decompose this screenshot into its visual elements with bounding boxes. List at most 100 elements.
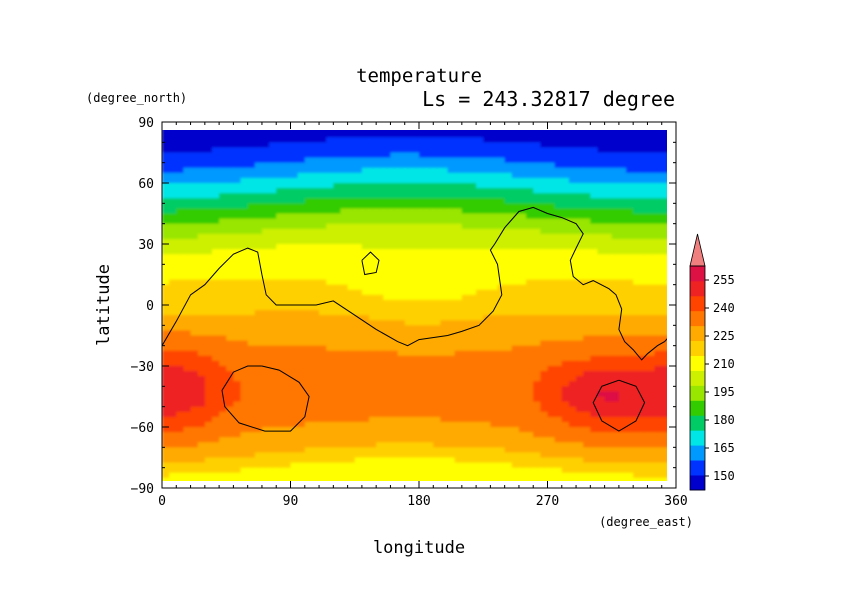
heatmap-cell: [669, 315, 677, 321]
heatmap-cell: [369, 366, 377, 372]
heatmap-cell: [568, 289, 577, 296]
heatmap-cell: [669, 305, 677, 311]
heatmap-cell: [190, 432, 199, 438]
heatmap-cell: [476, 249, 484, 255]
heatmap-cell: [518, 386, 527, 393]
heatmap-cell: [369, 452, 377, 459]
heatmap-cell: [211, 213, 220, 220]
heatmap-cell: [433, 259, 442, 265]
heatmap-cell: [654, 345, 663, 352]
heatmap-cell: [440, 142, 449, 149]
heatmap-cell: [511, 462, 520, 469]
heatmap-cell: [661, 381, 667, 387]
heatmap-cell: [518, 294, 527, 301]
heatmap-cell: [611, 355, 620, 362]
heatmap-cell: [247, 299, 256, 306]
heatmap-cell: [626, 203, 634, 210]
heatmap-cell: [461, 208, 470, 215]
heatmap-cell: [297, 254, 306, 260]
heatmap-cell: [504, 198, 513, 204]
heatmap-cell: [369, 391, 377, 398]
heatmap-cell: [254, 183, 263, 189]
heatmap-cell: [533, 355, 541, 362]
heatmap-cell: [247, 411, 256, 418]
heatmap-cell: [454, 432, 463, 438]
heatmap-cell: [419, 457, 427, 464]
heatmap-cell: [369, 376, 377, 382]
heatmap-cell: [604, 183, 613, 189]
heatmap-cell: [197, 147, 206, 154]
heatmap-cell: [669, 351, 677, 357]
heatmap-cell: [554, 183, 563, 189]
heatmap-cell: [561, 294, 570, 301]
heatmap-cell: [397, 442, 406, 448]
heatmap-cell: [383, 259, 392, 265]
heatmap-cell: [162, 462, 170, 469]
heatmap-cell: [240, 264, 249, 271]
heatmap-cell: [661, 213, 667, 220]
heatmap-cell: [626, 147, 634, 154]
heatmap-cell: [433, 147, 442, 154]
heatmap-cell: [426, 452, 434, 459]
heatmap-cell: [211, 238, 220, 245]
heatmap-cell: [369, 193, 377, 199]
heatmap-cell: [190, 355, 199, 362]
heatmap-cell: [561, 401, 570, 408]
heatmap-cell: [647, 386, 656, 393]
heatmap-cell: [197, 477, 206, 481]
heatmap-cell: [304, 305, 313, 311]
heatmap-cell: [411, 416, 420, 423]
heatmap-cell: [618, 411, 627, 418]
heatmap-cell: [340, 462, 349, 469]
heatmap-cell: [540, 238, 549, 245]
heatmap-cell: [461, 228, 470, 235]
heatmap-cell: [597, 157, 606, 164]
heatmap-cell: [483, 177, 491, 184]
heatmap-cell: [247, 137, 256, 143]
heatmap-cell: [290, 447, 299, 454]
heatmap-cell: [311, 289, 320, 296]
heatmap-cell: [433, 355, 442, 362]
heatmap-cell: [640, 467, 649, 474]
heatmap-cell: [383, 421, 392, 428]
heatmap-cell: [540, 330, 549, 337]
heatmap-cell: [319, 371, 327, 377]
heatmap-cell: [261, 130, 270, 133]
heatmap-cell: [390, 315, 399, 321]
heatmap-cell: [611, 249, 620, 255]
heatmap-cell: [661, 320, 667, 326]
heatmap-cell: [240, 437, 249, 443]
heatmap-cell: [261, 345, 270, 352]
heatmap-cell: [211, 284, 220, 291]
heatmap-cell: [340, 376, 349, 382]
heatmap-cell: [283, 406, 292, 413]
heatmap-cell: [440, 432, 449, 438]
heatmap-cell: [669, 417, 677, 423]
heatmap-cell: [468, 213, 477, 220]
heatmap-cell: [526, 386, 534, 393]
heatmap-cell: [276, 208, 284, 215]
heatmap-cell: [633, 401, 641, 408]
heatmap-cell: [340, 330, 349, 337]
heatmap-cell: [490, 340, 499, 347]
heatmap-cell: [233, 147, 242, 154]
heatmap-cell: [383, 228, 392, 235]
heatmap-cell: [461, 406, 470, 413]
heatmap-cell: [511, 259, 520, 265]
heatmap-cell: [383, 294, 392, 301]
heatmap-cell: [276, 310, 284, 316]
heatmap-cell: [497, 137, 506, 143]
heatmap-cell: [583, 335, 591, 342]
heatmap-cell: [333, 137, 342, 143]
heatmap-cell: [361, 442, 370, 448]
heatmap-cell: [411, 350, 420, 357]
heatmap-cell: [219, 457, 227, 464]
heatmap-cell: [604, 366, 613, 372]
heatmap-cell: [554, 198, 563, 204]
heatmap-cell: [618, 462, 627, 469]
heatmap-cell: [476, 391, 484, 398]
heatmap-cell: [304, 462, 313, 469]
heatmap-cell: [433, 238, 442, 245]
heatmap-cell: [561, 391, 570, 398]
heatmap-cell: [497, 416, 506, 423]
